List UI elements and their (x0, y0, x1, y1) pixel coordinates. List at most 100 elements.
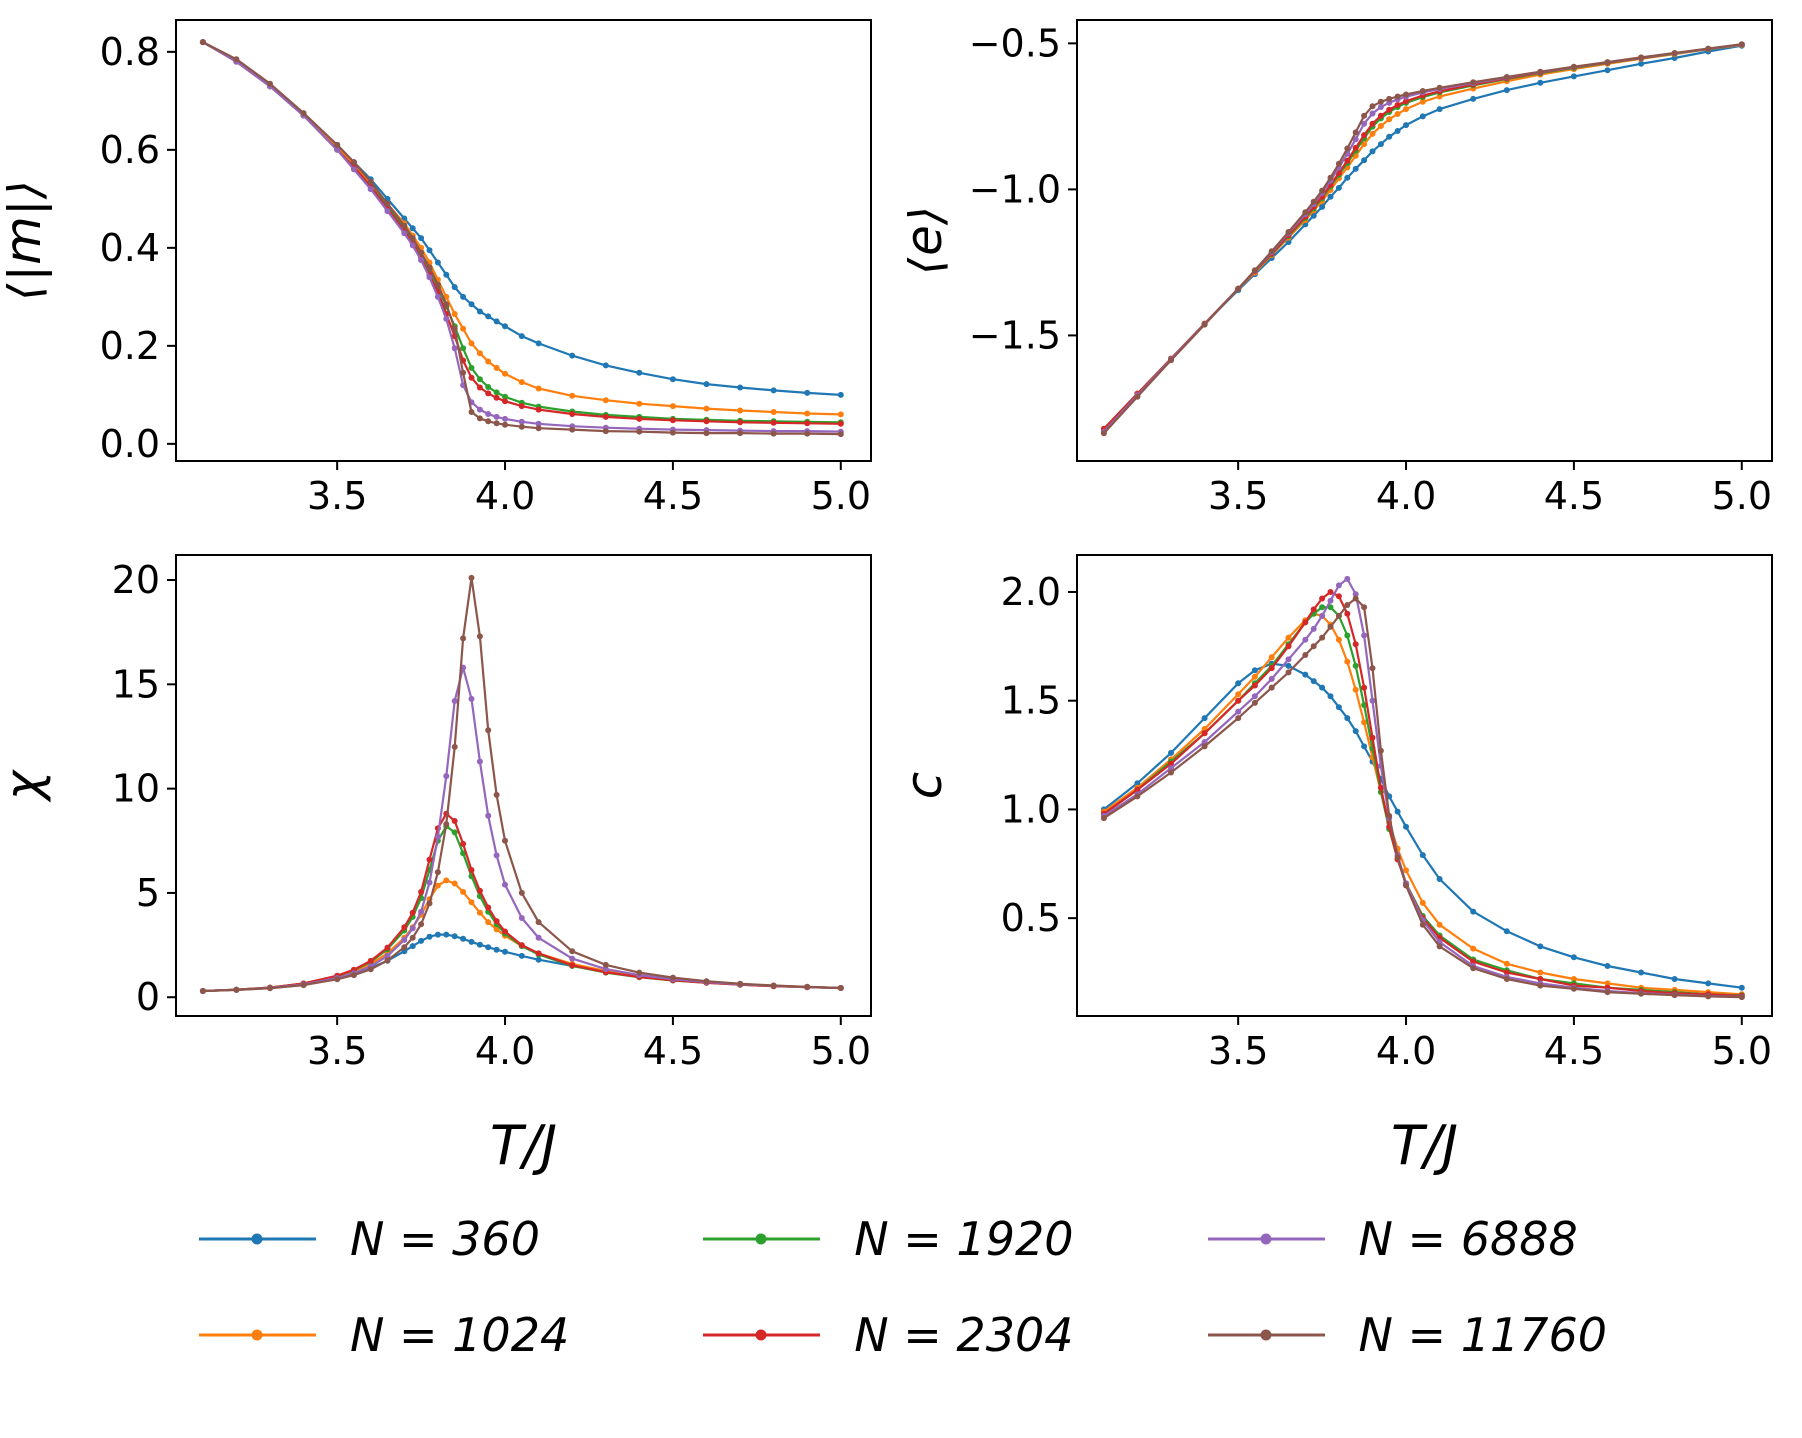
series-line-specific-heat-N=1920 (1102, 606, 1742, 997)
series-markers-energy-N=360 (1100, 42, 1745, 432)
chart-cell-susceptibility: 3.5 4.0 4.5 5.0 0 5 10 15 20 χ T/J (5, 541, 896, 1186)
series-markers-susceptibility-N=1920 (199, 823, 844, 994)
legend-item-N=360: N = 360 (195, 1212, 569, 1266)
series-markers-susceptibility-N=2304 (199, 810, 844, 994)
series-line-susceptibility-N=11760 (202, 576, 841, 993)
series-line-specific-heat-N=360 (1102, 662, 1742, 989)
legend-label: N = 6888 (1358, 1212, 1578, 1266)
legend-swatch-icon (703, 1233, 821, 1245)
svg-text:4.0: 4.0 (1375, 1029, 1435, 1073)
series-markers-specific-heat-N=1920 (1100, 604, 1745, 999)
svg-text:3.5: 3.5 (306, 1029, 366, 1073)
svg-text:5.0: 5.0 (1711, 1029, 1771, 1073)
legend-swatch-icon (703, 1329, 821, 1341)
svg-text:0.4: 0.4 (99, 226, 159, 270)
series-markers-specific-heat-N=1024 (1100, 610, 1745, 998)
svg-text:4.0: 4.0 (474, 474, 534, 518)
svg-text:3.5: 3.5 (1207, 1029, 1267, 1073)
series-markers-specific-heat-N=2304 (1100, 589, 1745, 999)
legend: N = 360 N = 1024 N = 1920 N = 2304 N = 6888 N… (0, 1212, 1802, 1362)
svg-text:0.6: 0.6 (99, 128, 159, 172)
svg-text:0.8: 0.8 (99, 30, 159, 74)
series-line-magnetization-N=11760 (201, 41, 841, 436)
svg-text:3.5: 3.5 (306, 474, 366, 518)
legend-swatch-icon (198, 1233, 316, 1245)
legend-swatch-icon (1207, 1233, 1325, 1245)
svg-text:0.0: 0.0 (99, 422, 159, 466)
series-markers-energy-N=1024 (1100, 42, 1745, 432)
x-axis-label: T/J (1390, 1114, 1457, 1177)
svg-text:−1.5: −1.5 (968, 313, 1060, 357)
svg-text:4.0: 4.0 (1375, 474, 1435, 518)
svg-text:2.0: 2.0 (1000, 570, 1060, 614)
svg-text:4.5: 4.5 (642, 474, 702, 518)
legend-swatch-icon (1207, 1329, 1325, 1341)
chart-energy: 3.5 4.0 4.5 5.0 −1.5 −1.0 −0.5 ⟨e⟩ (907, 19, 1773, 518)
series-markers-susceptibility-N=11760 (199, 574, 844, 994)
series-line-susceptibility-N=6888 (202, 666, 841, 993)
x-axis-ticks: 3.5 4.0 4.5 5.0 (306, 1016, 871, 1073)
svg-text:4.5: 4.5 (1543, 474, 1603, 518)
x-axis-label: T/J (489, 1114, 556, 1177)
svg-text:5.0: 5.0 (810, 1029, 870, 1073)
svg-text:3.5: 3.5 (1207, 474, 1267, 518)
svg-text:5.0: 5.0 (810, 474, 870, 518)
series-markers-magnetization-N=1024 (199, 39, 844, 418)
series-markers-specific-heat-N=11760 (1100, 595, 1745, 1001)
svg-text:0: 0 (135, 975, 159, 1019)
plot-border (1075, 19, 1773, 462)
svg-text:5.0: 5.0 (1711, 474, 1771, 518)
series-line-magnetization-N=1024 (201, 41, 841, 416)
x-axis-ticks: 3.5 4.0 4.5 5.0 (1207, 461, 1772, 518)
series-line-specific-heat-N=11760 (1102, 597, 1742, 999)
legend-item-N=1920: N = 1920 (699, 1212, 1074, 1266)
series-line-specific-heat-N=2304 (1102, 590, 1742, 997)
svg-text:5: 5 (135, 871, 159, 915)
series-markers-magnetization-N=2304 (199, 39, 844, 427)
legend-item-N=2304: N = 2304 (699, 1308, 1074, 1362)
plot-border (1075, 554, 1773, 1017)
svg-text:10: 10 (111, 767, 159, 811)
chart-cell-magnetization: 3.5 4.0 4.5 5.0 0.0 0.2 0.4 0.6 0.8 ⟨|m|⟩ (5, 6, 896, 541)
series-markers-specific-heat-N=360 (1100, 660, 1745, 991)
svg-text:0.2: 0.2 (99, 324, 159, 368)
svg-text:−1.0: −1.0 (968, 167, 1060, 211)
y-axis-label: ⟨|m|⟩ (6, 180, 52, 301)
svg-text:1.0: 1.0 (1000, 787, 1060, 831)
series-line-susceptibility-N=1920 (202, 825, 841, 993)
x-axis-ticks: 3.5 4.0 4.5 5.0 (1207, 1016, 1772, 1073)
series-markers-specific-heat-N=6888 (1100, 575, 1745, 1000)
x-axis-ticks: 3.5 4.0 4.5 5.0 (306, 461, 871, 518)
y-axis-ticks: 0.0 0.2 0.4 0.6 0.8 (99, 30, 176, 466)
charts-grid: 3.5 4.0 4.5 5.0 0.0 0.2 0.4 0.6 0.8 ⟨|m|⟩ 3.5 4.0 4… (0, 6, 1802, 1186)
series-markers-magnetization-N=11760 (199, 39, 844, 438)
legend-label: N = 1024 (349, 1308, 570, 1362)
legend-item-N=11760: N = 11760 (1204, 1308, 1608, 1362)
chart-cell-specific-heat: 3.5 4.0 4.5 5.0 0.5 1.0 1.5 2.0 c T/J (906, 541, 1797, 1186)
chart-magnetization: 3.5 4.0 4.5 5.0 0.0 0.2 0.4 0.6 0.8 ⟨|m|⟩ (6, 19, 872, 518)
legend-swatch-icon (198, 1329, 316, 1341)
svg-text:1.5: 1.5 (1000, 679, 1060, 723)
series-markers-energy-N=11760 (1100, 41, 1745, 437)
y-axis-ticks: 0.5 1.0 1.5 2.0 (1000, 570, 1077, 940)
svg-text:−0.5: −0.5 (968, 21, 1060, 65)
series-line-specific-heat-N=1024 (1102, 612, 1742, 996)
series-markers-magnetization-N=6888 (199, 39, 844, 435)
series-line-magnetization-N=6888 (201, 41, 841, 433)
svg-text:0.5: 0.5 (1000, 896, 1060, 940)
legend-label: N = 11760 (1358, 1308, 1608, 1362)
y-axis-ticks: −1.5 −1.0 −0.5 (968, 21, 1077, 357)
series-line-magnetization-N=360 (201, 41, 841, 396)
chart-cell-energy: 3.5 4.0 4.5 5.0 −1.5 −1.0 −0.5 ⟨e⟩ (906, 6, 1797, 541)
svg-text:15: 15 (111, 662, 159, 706)
chart-specific-heat: 3.5 4.0 4.5 5.0 0.5 1.0 1.5 2.0 c T/J (907, 554, 1773, 1177)
legend-label: N = 2304 (854, 1308, 1074, 1362)
series-line-magnetization-N=2304 (201, 41, 841, 425)
svg-text:4.5: 4.5 (642, 1029, 702, 1073)
legend-item-N=6888: N = 6888 (1204, 1212, 1608, 1266)
chart-susceptibility: 3.5 4.0 4.5 5.0 0 5 10 15 20 χ T/J (6, 554, 872, 1177)
y-axis-label: χ (6, 768, 52, 803)
series-line-energy-N=11760 (1102, 43, 1742, 435)
y-axis-label: c (907, 772, 953, 800)
